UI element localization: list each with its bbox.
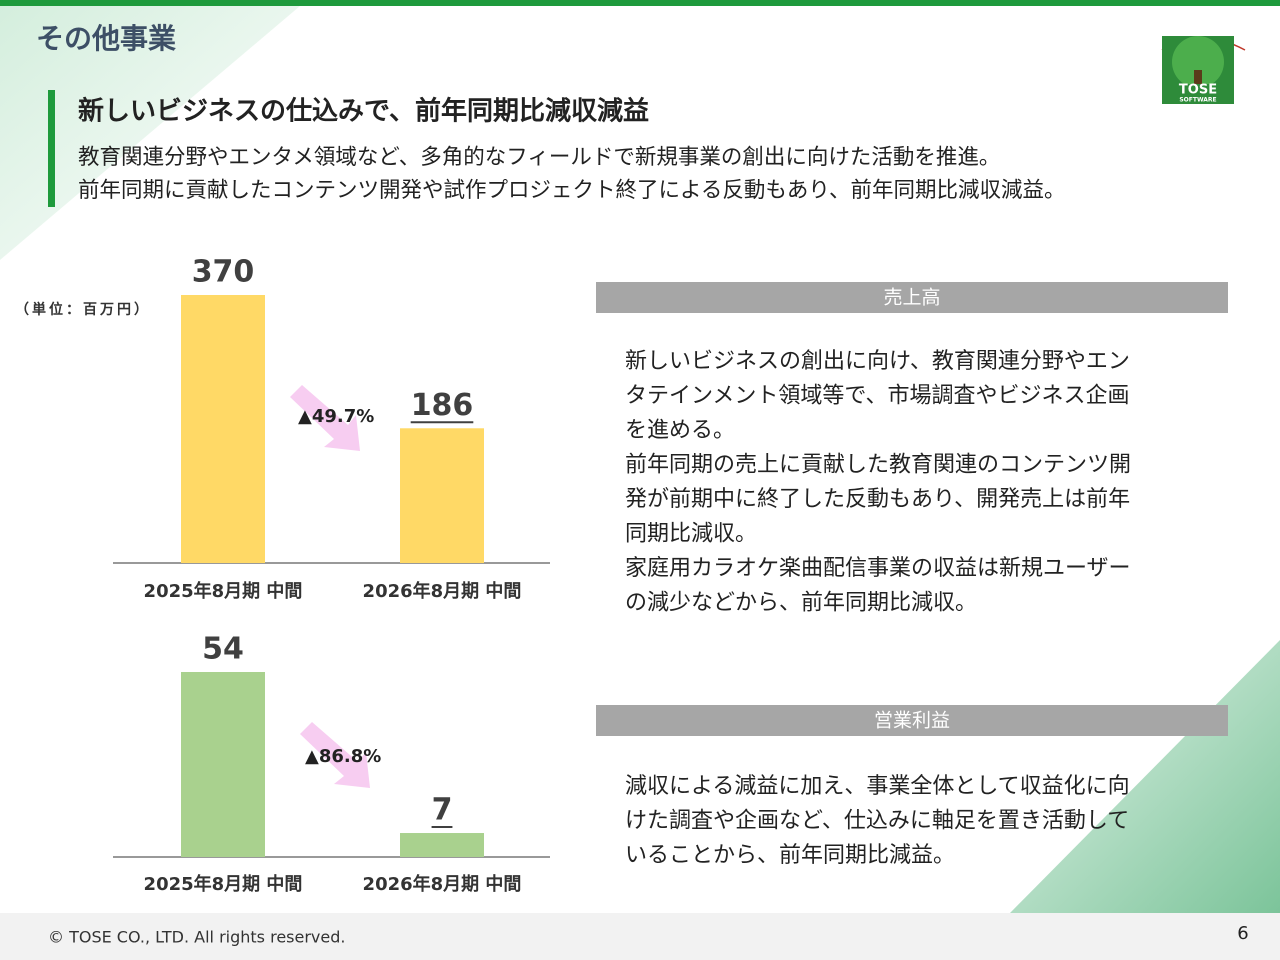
section-text: タテインメント領域等で、市場調査やビジネス企画	[625, 384, 1129, 409]
value-label: 186	[411, 388, 474, 423]
section-text: 同期比減収。	[625, 522, 757, 547]
change-label: ▲86.8%	[305, 746, 381, 767]
section-text: 減収による減益に加え、事業全体として収益化に向	[625, 774, 1130, 799]
unit-label: （単位：百万円）	[15, 301, 151, 318]
category-label: 2026年8月期 中間	[363, 873, 522, 895]
section-text: 家庭用カラオケ楽曲配信事業の収益は新規ユーザー	[625, 556, 1131, 581]
logo-text: TOSE	[1179, 83, 1217, 98]
bar	[181, 672, 265, 857]
decoration	[0, 6, 300, 260]
category-label: 2026年8月期 中間	[363, 580, 522, 602]
category-label: 2025年8月期 中間	[144, 873, 303, 895]
section-heading: 営業利益	[874, 710, 950, 732]
value-label: 370	[192, 255, 255, 290]
change-arrow	[300, 722, 370, 788]
top-bar	[0, 0, 1280, 6]
headline-line: 教育関連分野やエンタメ領域など、多角的なフィールドで新規事業の創出に向けた活動を…	[78, 145, 1000, 170]
category-label: 2025年8月期 中間	[144, 580, 303, 602]
footer-band	[0, 913, 1280, 960]
section-header	[596, 705, 1228, 736]
section-text: 前年同期の売上に貢献した教育関連のコンテンツ開	[625, 453, 1131, 478]
headline-bar	[48, 90, 55, 207]
change-arrow	[290, 385, 360, 451]
page-number: 6	[1237, 923, 1248, 944]
section-text: けた調査や企画など、仕込みに軸足を置き活動して	[625, 809, 1129, 834]
bar	[400, 833, 484, 857]
value-label: 54	[202, 632, 244, 667]
headline-title: 新しいビジネスの仕込みで、前年同期比減収減益	[78, 96, 649, 127]
copyright: © TOSE CO., LTD. All rights reserved.	[48, 928, 345, 947]
section-text: 新しいビジネスの創出に向け、教育関連分野やエン	[625, 349, 1130, 374]
section-text: を進める。	[625, 418, 735, 443]
logo: TOSE SOFTWARE	[1161, 36, 1246, 104]
headline-line: 前年同期に貢献したコンテンツ開発や試作プロジェクト終了による反動もあり、前年同期…	[78, 178, 1066, 203]
change-label: ▲49.7%	[298, 406, 374, 427]
logo-subtext: SOFTWARE	[1179, 97, 1216, 104]
section-text: の減少などから、前年同期比減収。	[625, 591, 977, 616]
section-title: その他事業	[36, 22, 176, 55]
section-text: いることから、前年同期比減益。	[625, 843, 955, 868]
value-label: 7	[432, 793, 453, 828]
section-header	[596, 282, 1228, 313]
section-heading: 売上高	[883, 287, 940, 309]
bar	[181, 295, 265, 563]
section-text: 発が前期中に終了した反動もあり、開発売上は前年	[625, 487, 1130, 512]
bar	[400, 428, 484, 563]
